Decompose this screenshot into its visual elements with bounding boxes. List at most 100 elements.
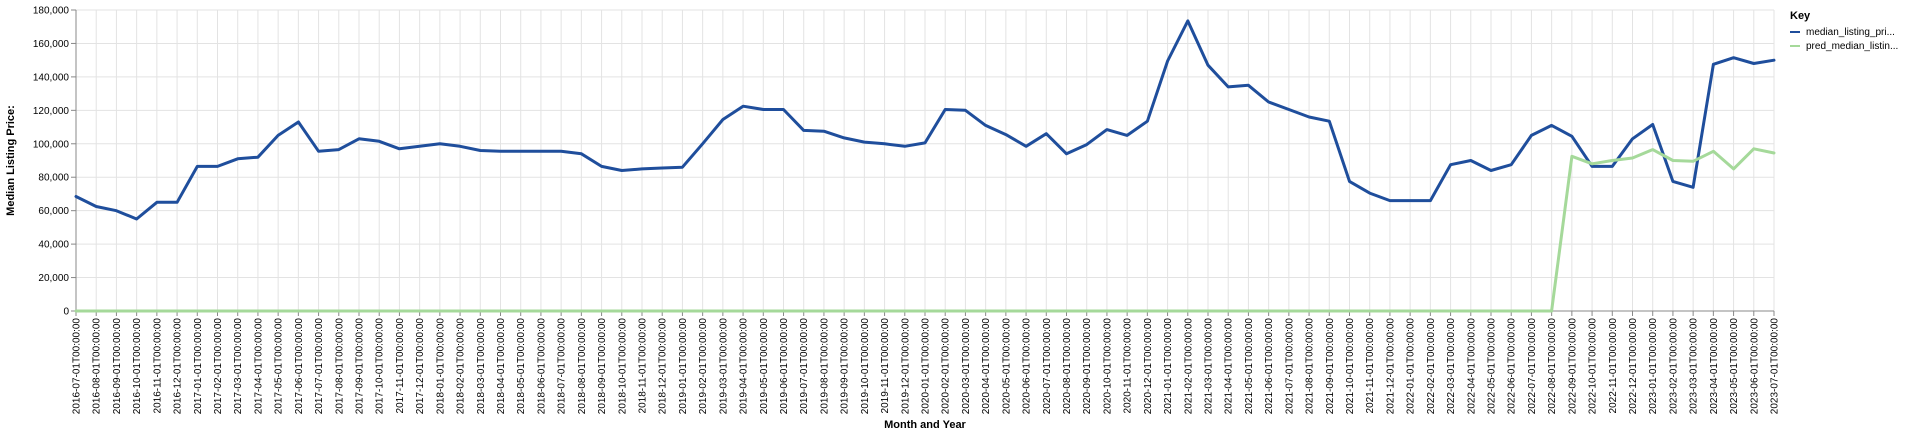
x-tick-label: 2019-03-01T00:00:00 bbox=[718, 318, 729, 415]
x-tick-label: 2023-02-01T00:00:00 bbox=[1668, 318, 1679, 415]
x-tick-label: 2019-12-01T00:00:00 bbox=[900, 318, 911, 415]
y-axis: 0 20,000 40,000 60,000 80,000 100,000 120,000 1… bbox=[33, 6, 77, 318]
x-tick-label: 2022-03-01T00:00:00 bbox=[1446, 318, 1457, 415]
x-tick-label: 2022-09-01T00:00:00 bbox=[1567, 318, 1578, 415]
series-lines bbox=[74, 19, 1776, 313]
legend-title: Key bbox=[1790, 10, 1811, 22]
x-tick-label: 2019-09-01T00:00:00 bbox=[840, 318, 851, 415]
x-tick-label: 2019-07-01T00:00:00 bbox=[799, 318, 810, 415]
x-tick-label: 2023-06-01T00:00:00 bbox=[1749, 318, 1760, 415]
x-tick-label: 2021-04-01T00:00:00 bbox=[1224, 318, 1235, 415]
series-line-2 bbox=[74, 147, 1776, 313]
x-tick-label: 2019-05-01T00:00:00 bbox=[759, 318, 770, 415]
x-tick-label: 2020-05-01T00:00:00 bbox=[1001, 318, 1012, 415]
x-tick-label: 2022-02-01T00:00:00 bbox=[1426, 318, 1437, 415]
x-tick-label: 2020-02-01T00:00:00 bbox=[941, 318, 952, 415]
x-tick-label: 2018-06-01T00:00:00 bbox=[536, 318, 547, 415]
x-tick-label: 2017-12-01T00:00:00 bbox=[415, 318, 426, 415]
y-tick-label: 20,000 bbox=[38, 273, 69, 284]
x-tick-label: 2019-01-01T00:00:00 bbox=[678, 318, 689, 415]
x-tick-label: 2022-12-01T00:00:00 bbox=[1628, 318, 1639, 415]
x-tick-label: 2023-07-01T00:00:00 bbox=[1770, 318, 1781, 415]
x-tick-label: 2022-07-01T00:00:00 bbox=[1527, 318, 1538, 415]
x-tick-label: 2020-12-01T00:00:00 bbox=[1143, 318, 1154, 415]
x-tick-label: 2022-05-01T00:00:00 bbox=[1487, 318, 1498, 415]
y-tick-label: 80,000 bbox=[38, 173, 69, 184]
x-tick-label: 2021-12-01T00:00:00 bbox=[1385, 318, 1396, 415]
x-tick-label: 2019-02-01T00:00:00 bbox=[698, 318, 709, 415]
x-tick-label: 2021-02-01T00:00:00 bbox=[1183, 318, 1194, 415]
x-tick-label: 2022-01-01T00:00:00 bbox=[1406, 318, 1417, 415]
y-tick-label: 40,000 bbox=[38, 240, 69, 251]
x-tick-label: 2017-08-01T00:00:00 bbox=[334, 318, 345, 415]
x-tick-label: 2020-04-01T00:00:00 bbox=[981, 318, 992, 415]
x-tick-label: 2021-11-01T00:00:00 bbox=[1365, 318, 1376, 414]
x-tick-label: 2018-09-01T00:00:00 bbox=[597, 318, 608, 415]
y-tick-label: 120,000 bbox=[33, 106, 70, 117]
x-tick-label: 2016-12-01T00:00:00 bbox=[173, 318, 184, 415]
y-tick-label: 0 bbox=[63, 307, 69, 318]
legend-label: pred_median_listin... bbox=[1806, 41, 1898, 52]
x-tick-label: 2021-07-01T00:00:00 bbox=[1284, 318, 1295, 415]
x-tick-label: 2023-03-01T00:00:00 bbox=[1689, 318, 1700, 415]
y-axis-title: Median Listing Price: bbox=[5, 105, 17, 216]
x-tick-label: 2019-10-01T00:00:00 bbox=[860, 318, 871, 415]
x-tick-label: 2019-04-01T00:00:00 bbox=[739, 318, 750, 415]
x-tick-label: 2018-04-01T00:00:00 bbox=[496, 318, 507, 415]
x-tick-label: 2020-01-01T00:00:00 bbox=[921, 318, 932, 415]
x-tick-label: 2017-11-01T00:00:00 bbox=[395, 318, 406, 414]
x-tick-label: 2018-02-01T00:00:00 bbox=[456, 318, 467, 415]
grid bbox=[75, 9, 1775, 312]
x-tick-label: 2018-01-01T00:00:00 bbox=[435, 318, 446, 415]
x-tick-label: 2022-04-01T00:00:00 bbox=[1466, 318, 1477, 415]
x-tick-label: 2018-12-01T00:00:00 bbox=[658, 318, 669, 415]
x-tick-label: 2020-11-01T00:00:00 bbox=[1123, 318, 1134, 414]
legend: Key median_listing_pri... pred_median_lis… bbox=[1790, 10, 1898, 52]
x-tick-label: 2018-03-01T00:00:00 bbox=[476, 318, 487, 415]
x-tick-label: 2022-11-01T00:00:00 bbox=[1608, 318, 1619, 414]
x-tick-label: 2021-01-01T00:00:00 bbox=[1163, 318, 1174, 415]
x-tick-label: 2022-10-01T00:00:00 bbox=[1588, 318, 1599, 415]
x-tick-label: 2021-08-01T00:00:00 bbox=[1305, 318, 1316, 415]
x-tick-label: 2016-11-01T00:00:00 bbox=[152, 318, 163, 414]
x-tick-label: 2016-07-01T00:00:00 bbox=[72, 318, 83, 415]
x-tick-label: 2017-05-01T00:00:00 bbox=[274, 318, 285, 415]
x-tick-label: 2018-11-01T00:00:00 bbox=[638, 318, 649, 414]
x-tick-label: 2021-09-01T00:00:00 bbox=[1325, 318, 1336, 415]
y-tick-label: 180,000 bbox=[33, 6, 70, 17]
x-tick-label: 2023-04-01T00:00:00 bbox=[1709, 318, 1720, 415]
x-tick-label: 2017-04-01T00:00:00 bbox=[253, 318, 264, 415]
x-tick-label: 2021-06-01T00:00:00 bbox=[1264, 318, 1275, 415]
x-tick-label: 2021-10-01T00:00:00 bbox=[1345, 318, 1356, 415]
x-axis: 2016-07-01T00:00:00 2016-08-01T00:00:00 20… bbox=[72, 310, 1781, 415]
x-tick-label: 2016-08-01T00:00:00 bbox=[92, 318, 103, 415]
series-line-1 bbox=[74, 19, 1776, 221]
x-axis-title: Month and Year bbox=[884, 419, 966, 431]
x-tick-label: 2021-03-01T00:00:00 bbox=[1204, 318, 1215, 415]
x-tick-label: 2020-10-01T00:00:00 bbox=[1102, 318, 1113, 415]
x-tick-label: 2017-01-01T00:00:00 bbox=[193, 318, 204, 415]
x-tick-label: 2019-08-01T00:00:00 bbox=[819, 318, 830, 415]
legend-label: median_listing_pri... bbox=[1806, 27, 1895, 38]
x-tick-label: 2019-11-01T00:00:00 bbox=[880, 318, 891, 414]
x-tick-label: 2020-06-01T00:00:00 bbox=[1022, 318, 1033, 415]
x-tick-label: 2020-07-01T00:00:00 bbox=[1042, 318, 1053, 415]
x-tick-label: 2018-07-01T00:00:00 bbox=[557, 318, 568, 415]
x-tick-label: 2017-02-01T00:00:00 bbox=[213, 318, 224, 415]
x-tick-label: 2020-03-01T00:00:00 bbox=[961, 318, 972, 415]
x-tick-label: 2016-10-01T00:00:00 bbox=[132, 318, 143, 415]
x-tick-label: 2020-08-01T00:00:00 bbox=[1062, 318, 1073, 415]
x-tick-label: 2018-08-01T00:00:00 bbox=[577, 318, 588, 415]
x-tick-label: 2023-01-01T00:00:00 bbox=[1648, 318, 1659, 415]
x-tick-label: 2023-05-01T00:00:00 bbox=[1729, 318, 1740, 415]
y-tick-label: 60,000 bbox=[38, 206, 69, 217]
x-tick-label: 2019-06-01T00:00:00 bbox=[779, 318, 790, 415]
x-tick-label: 2022-08-01T00:00:00 bbox=[1547, 318, 1558, 415]
x-tick-label: 2017-10-01T00:00:00 bbox=[375, 318, 386, 415]
x-tick-label: 2022-06-01T00:00:00 bbox=[1507, 318, 1518, 415]
x-tick-label: 2020-09-01T00:00:00 bbox=[1082, 318, 1093, 415]
y-tick-label: 160,000 bbox=[33, 39, 70, 50]
x-tick-label: 2017-07-01T00:00:00 bbox=[314, 318, 325, 415]
y-tick-label: 100,000 bbox=[33, 139, 70, 150]
